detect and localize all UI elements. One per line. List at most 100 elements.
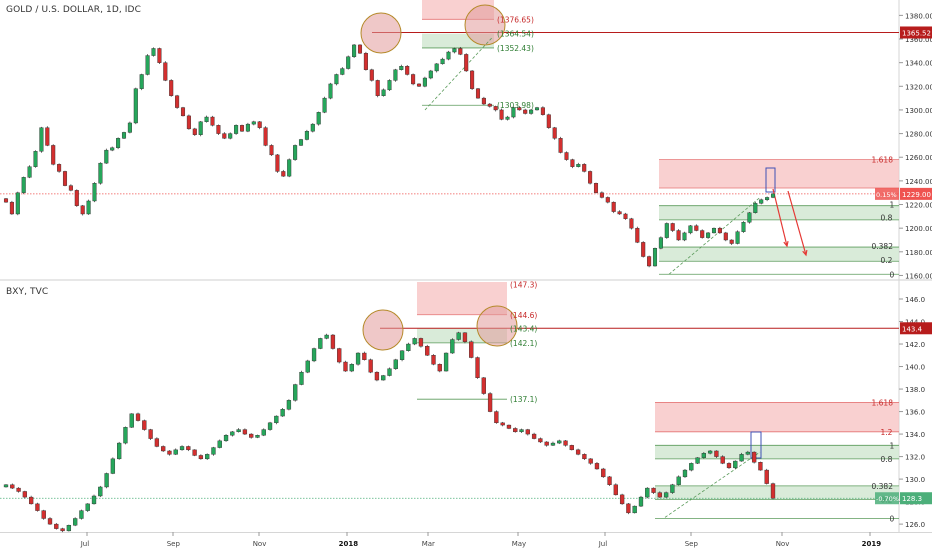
candle	[267, 422, 273, 430]
y-tick-label: 1220.00	[905, 202, 932, 210]
x-tick-label: Sep	[167, 540, 181, 548]
change-tag	[875, 187, 899, 200]
candle	[741, 222, 746, 232]
candle	[523, 109, 528, 114]
candle	[328, 83, 333, 99]
candle	[127, 122, 132, 133]
fib-label: 0	[890, 514, 895, 523]
candle	[310, 123, 315, 132]
candle	[607, 476, 612, 485]
candle	[104, 149, 109, 164]
candle	[369, 69, 374, 81]
candle	[230, 431, 235, 436]
candle	[623, 213, 628, 219]
candle	[117, 442, 122, 460]
candle	[399, 350, 405, 360]
candle	[399, 66, 404, 70]
candle	[582, 454, 587, 460]
candle	[245, 123, 250, 132]
candle	[223, 435, 229, 442]
candle	[316, 112, 321, 125]
candle	[707, 450, 713, 454]
candle	[751, 451, 757, 463]
candle	[729, 239, 734, 244]
candle	[205, 454, 210, 460]
candle	[411, 74, 416, 85]
candle	[293, 145, 298, 160]
price-tag	[900, 492, 932, 505]
candle	[318, 338, 323, 349]
candle	[222, 133, 227, 139]
candle	[352, 44, 357, 57]
candle	[91, 495, 97, 505]
y-tick-label: 1340.00	[905, 60, 932, 68]
candle	[635, 227, 640, 243]
level-annotation: (144.6)	[510, 311, 537, 320]
candle	[234, 125, 239, 134]
y-tick-label: 1240.00	[905, 178, 932, 186]
candle	[157, 48, 162, 63]
fib-extension-zone	[659, 159, 899, 188]
level-annotation: (1376.65)	[497, 15, 534, 24]
level-annotation: (143.4)	[510, 324, 537, 333]
candle	[494, 411, 499, 424]
candle	[601, 468, 606, 478]
candle	[330, 334, 336, 349]
candle	[324, 334, 329, 339]
change-tag-label: 0.15%	[876, 191, 897, 199]
candle	[60, 528, 65, 532]
candle	[694, 225, 699, 231]
change-tag-label: -0.70%	[876, 495, 899, 503]
candle	[682, 469, 688, 478]
candle	[135, 413, 141, 421]
candle	[758, 462, 763, 471]
candle	[506, 424, 512, 429]
fib-label: 0.8	[881, 214, 893, 223]
dashed-trendline	[664, 451, 761, 518]
fib-label: 0.382	[872, 482, 894, 491]
candle	[98, 162, 103, 184]
candle	[753, 203, 758, 213]
x-tick-label: May	[512, 540, 526, 548]
candle	[632, 505, 637, 514]
candle	[35, 503, 40, 511]
change-tag	[875, 492, 899, 505]
y-tick-label: 1280.00	[905, 131, 932, 139]
candle	[340, 68, 345, 75]
y-tick-label: 132.0	[905, 454, 925, 462]
candle	[745, 451, 751, 455]
candle	[664, 223, 669, 238]
candle	[79, 510, 84, 519]
candle	[261, 429, 266, 436]
candle	[280, 409, 285, 417]
candle	[281, 171, 286, 177]
candle	[192, 449, 197, 456]
candle	[700, 230, 705, 238]
candle	[475, 88, 481, 99]
candle	[682, 232, 687, 241]
candle	[711, 227, 717, 234]
candle	[569, 445, 574, 451]
price-tag-label: 128.3	[902, 495, 922, 503]
candle	[151, 48, 156, 56]
fib-label: 0	[890, 270, 895, 279]
candle	[513, 428, 518, 433]
candle	[456, 332, 461, 340]
candle	[670, 223, 675, 231]
candle	[670, 484, 675, 493]
candle	[446, 51, 451, 60]
y-tick-label: 130.0	[905, 476, 925, 484]
candle	[374, 371, 380, 381]
y-tick-label: 138.0	[905, 386, 925, 394]
candle	[363, 52, 368, 70]
candle	[487, 103, 492, 107]
candle	[575, 449, 581, 455]
candle	[747, 212, 752, 223]
candle	[481, 97, 486, 105]
candle	[148, 429, 153, 439]
candle	[287, 159, 292, 177]
candle	[739, 454, 744, 462]
candle	[605, 197, 610, 203]
candle	[110, 458, 116, 474]
candle	[33, 151, 38, 167]
